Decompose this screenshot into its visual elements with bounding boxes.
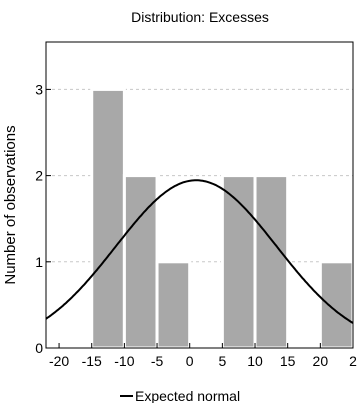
legend: Expected normal — [120, 388, 240, 403]
x-tick-label: 15 — [280, 353, 296, 369]
y-tick-label: 0 — [35, 340, 43, 356]
bar--10-to--5 — [122, 174, 159, 350]
chart-title: Distribution: Excesses — [131, 9, 269, 25]
plot-frame — [45, 41, 354, 349]
y-tick-label: 2 — [35, 168, 43, 184]
bar--5-to-0 — [155, 260, 192, 350]
bar-10-to-15 — [253, 174, 290, 350]
x-tick-label: 5 — [218, 353, 226, 369]
x-tick-label: 10 — [247, 353, 263, 369]
legend-label: Expected normal — [135, 388, 240, 403]
x-tick-label: -15 — [82, 353, 102, 369]
y-tick-label: 3 — [35, 81, 43, 97]
normal-curve — [45, 179, 354, 324]
normal-curve-layer — [45, 179, 354, 324]
x-tick-label: -20 — [49, 353, 69, 369]
bars — [90, 87, 355, 350]
y-axis-label: Number of observations — [2, 125, 19, 284]
x-tick-label: -10 — [114, 353, 134, 369]
x-tick-label: 2 — [349, 353, 357, 369]
x-tick-label: 0 — [186, 353, 194, 369]
bar-20-to-25 — [318, 260, 355, 350]
y-tick-label: 1 — [35, 254, 43, 270]
x-tick-label: -5 — [151, 353, 164, 369]
bar--15-to--10 — [90, 87, 126, 350]
x-tick-label: 20 — [313, 353, 329, 369]
